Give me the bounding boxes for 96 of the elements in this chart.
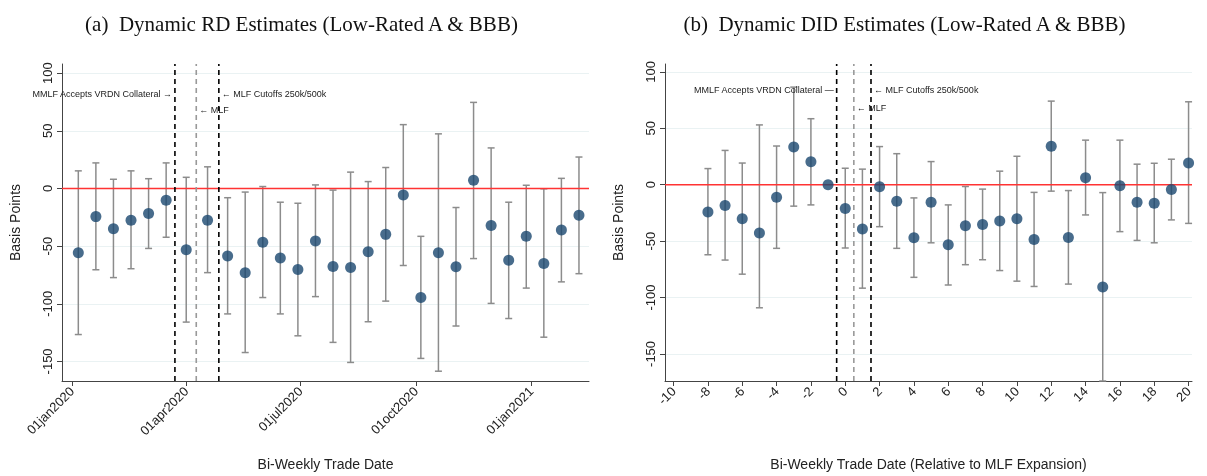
point: [753, 227, 765, 239]
y-tick-label: 0: [40, 184, 55, 193]
point: [856, 223, 868, 235]
point: [397, 189, 409, 201]
point: [160, 194, 172, 206]
x-tick-label: -10: [655, 383, 679, 408]
point: [573, 209, 585, 221]
x-tick-label: 12: [1035, 383, 1057, 405]
point: [257, 236, 269, 248]
x-tick-label: 4: [903, 383, 920, 400]
point: [1114, 180, 1126, 192]
chart-title: (a) Dynamic RD Estimates (Low-Rated A & BBB): [85, 11, 518, 36]
x-tick-label: -6: [728, 383, 748, 403]
point: [874, 181, 886, 193]
point: [520, 230, 532, 242]
point: [1080, 172, 1092, 184]
x-tick-label: 20: [1173, 383, 1194, 405]
x-axis-title: Bi-Weekly Trade Date: [257, 456, 394, 472]
point: [994, 215, 1006, 227]
point: [839, 202, 851, 214]
y-tick-label: -50: [40, 236, 55, 256]
point: [292, 263, 304, 275]
point: [942, 239, 954, 251]
point: [1148, 197, 1160, 209]
point: [327, 260, 339, 272]
point: [1028, 234, 1040, 246]
point: [719, 200, 731, 212]
x-tick-label: 10: [1001, 383, 1023, 405]
x-axis-title: Bi-Weekly Trade Date (Relative to MLF Expansion): [770, 456, 1087, 472]
x-tick-label: -2: [797, 383, 817, 403]
point: [415, 292, 427, 304]
x-tick-label: 14: [1070, 383, 1091, 405]
point: [468, 174, 480, 186]
ref-line-label: ← MLF Cutoffs 250k/500k: [873, 85, 979, 95]
x-tick-label: -4: [763, 383, 782, 403]
point: [503, 254, 515, 266]
ref-line-label: ← MLF Cutoffs 250k/500k: [221, 89, 327, 99]
point: [1183, 157, 1195, 169]
y-tick-label: -50: [643, 231, 658, 251]
x-tick-label: -8: [694, 383, 714, 403]
point: [1131, 196, 1143, 208]
x-tick-label: 18: [1138, 383, 1160, 405]
point: [959, 220, 971, 232]
point: [1165, 183, 1177, 195]
y-tick-label: 100: [643, 61, 658, 83]
point: [1011, 213, 1023, 225]
point: [1045, 140, 1057, 152]
point: [125, 214, 137, 226]
point: [450, 261, 462, 273]
point: [555, 224, 567, 236]
x-tick-label: 2: [869, 383, 885, 400]
point: [771, 191, 783, 203]
point: [925, 196, 937, 208]
point: [432, 247, 444, 259]
point: [1097, 281, 1109, 293]
point: [891, 195, 903, 207]
y-tick-label: 50: [643, 121, 658, 136]
point: [143, 207, 155, 219]
y-tick-label: -150: [643, 340, 658, 367]
chart-title: (b) Dynamic DID Estimates (Low-Rated A & BBB): [683, 11, 1126, 36]
point: [822, 179, 834, 191]
ref-line-label: MMLF Accepts VRDN Collateral —: [694, 85, 834, 95]
ref-line-label: ← MLF: [199, 105, 230, 115]
y-tick-label: -100: [40, 290, 55, 317]
y-axis-title: Basis Points: [610, 183, 626, 262]
point: [788, 141, 800, 153]
point: [805, 156, 817, 168]
x-tick-label: 6: [937, 383, 954, 400]
point: [202, 214, 214, 226]
point: [72, 247, 84, 259]
point: [380, 228, 392, 240]
y-tick-label: 0: [643, 181, 658, 189]
y-axis-title: Basis Points: [7, 183, 23, 262]
point: [1062, 232, 1074, 243]
point: [90, 211, 102, 223]
point: [736, 213, 748, 225]
y-tick-label: 100: [40, 62, 55, 85]
x-tick-label: 16: [1104, 383, 1126, 405]
point: [345, 261, 357, 273]
point: [107, 223, 119, 235]
point: [362, 246, 374, 258]
point: [239, 267, 251, 279]
point: [908, 232, 920, 244]
point: [309, 235, 321, 247]
y-tick-label: -100: [643, 284, 658, 311]
point: [538, 258, 550, 270]
point: [485, 220, 497, 231]
point: [222, 250, 234, 262]
y-tick-label: 50: [40, 123, 55, 139]
point: [274, 252, 286, 264]
point: [702, 206, 714, 218]
x-tick-label: 0: [834, 383, 851, 400]
y-tick-label: -150: [40, 348, 55, 375]
x-tick-label: 8: [972, 383, 988, 400]
point: [977, 219, 989, 231]
point: [180, 244, 192, 256]
